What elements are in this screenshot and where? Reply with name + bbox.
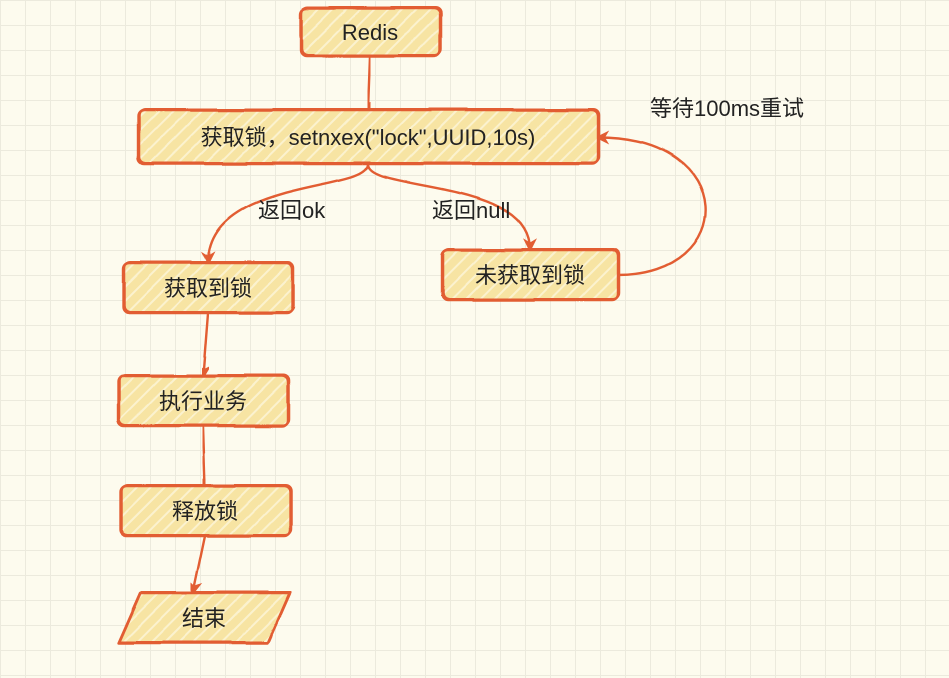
- node-label-acquire: 获取锁，setnxex("lock",UUID,10s): [201, 125, 536, 150]
- node-label-notgot: 未获取到锁: [475, 263, 585, 288]
- edge-e-redis-acquire: [368, 56, 370, 110]
- node-label-end: 结束: [182, 606, 226, 631]
- flowchart-canvas: Redis 获取锁，setnxex("lock",UUID,10s) 获取到锁 未获取…: [0, 0, 949, 678]
- node-label-release: 释放锁: [172, 499, 238, 524]
- edge-e-release-end: [193, 536, 205, 593]
- edge-label-e-acquire-notgot: 返回null: [432, 198, 510, 223]
- edge-label-e-acquire-got: 返回ok: [258, 198, 326, 223]
- node-label-got: 获取到锁: [164, 276, 252, 301]
- node-label-redis: Redis: [342, 20, 398, 45]
- edge-e-got-exec: [203, 313, 208, 376]
- edge-e-exec-release: [203, 426, 205, 486]
- edge-label-e-retry: 等待100ms重试: [650, 96, 804, 121]
- node-label-exec: 执行业务: [159, 389, 247, 414]
